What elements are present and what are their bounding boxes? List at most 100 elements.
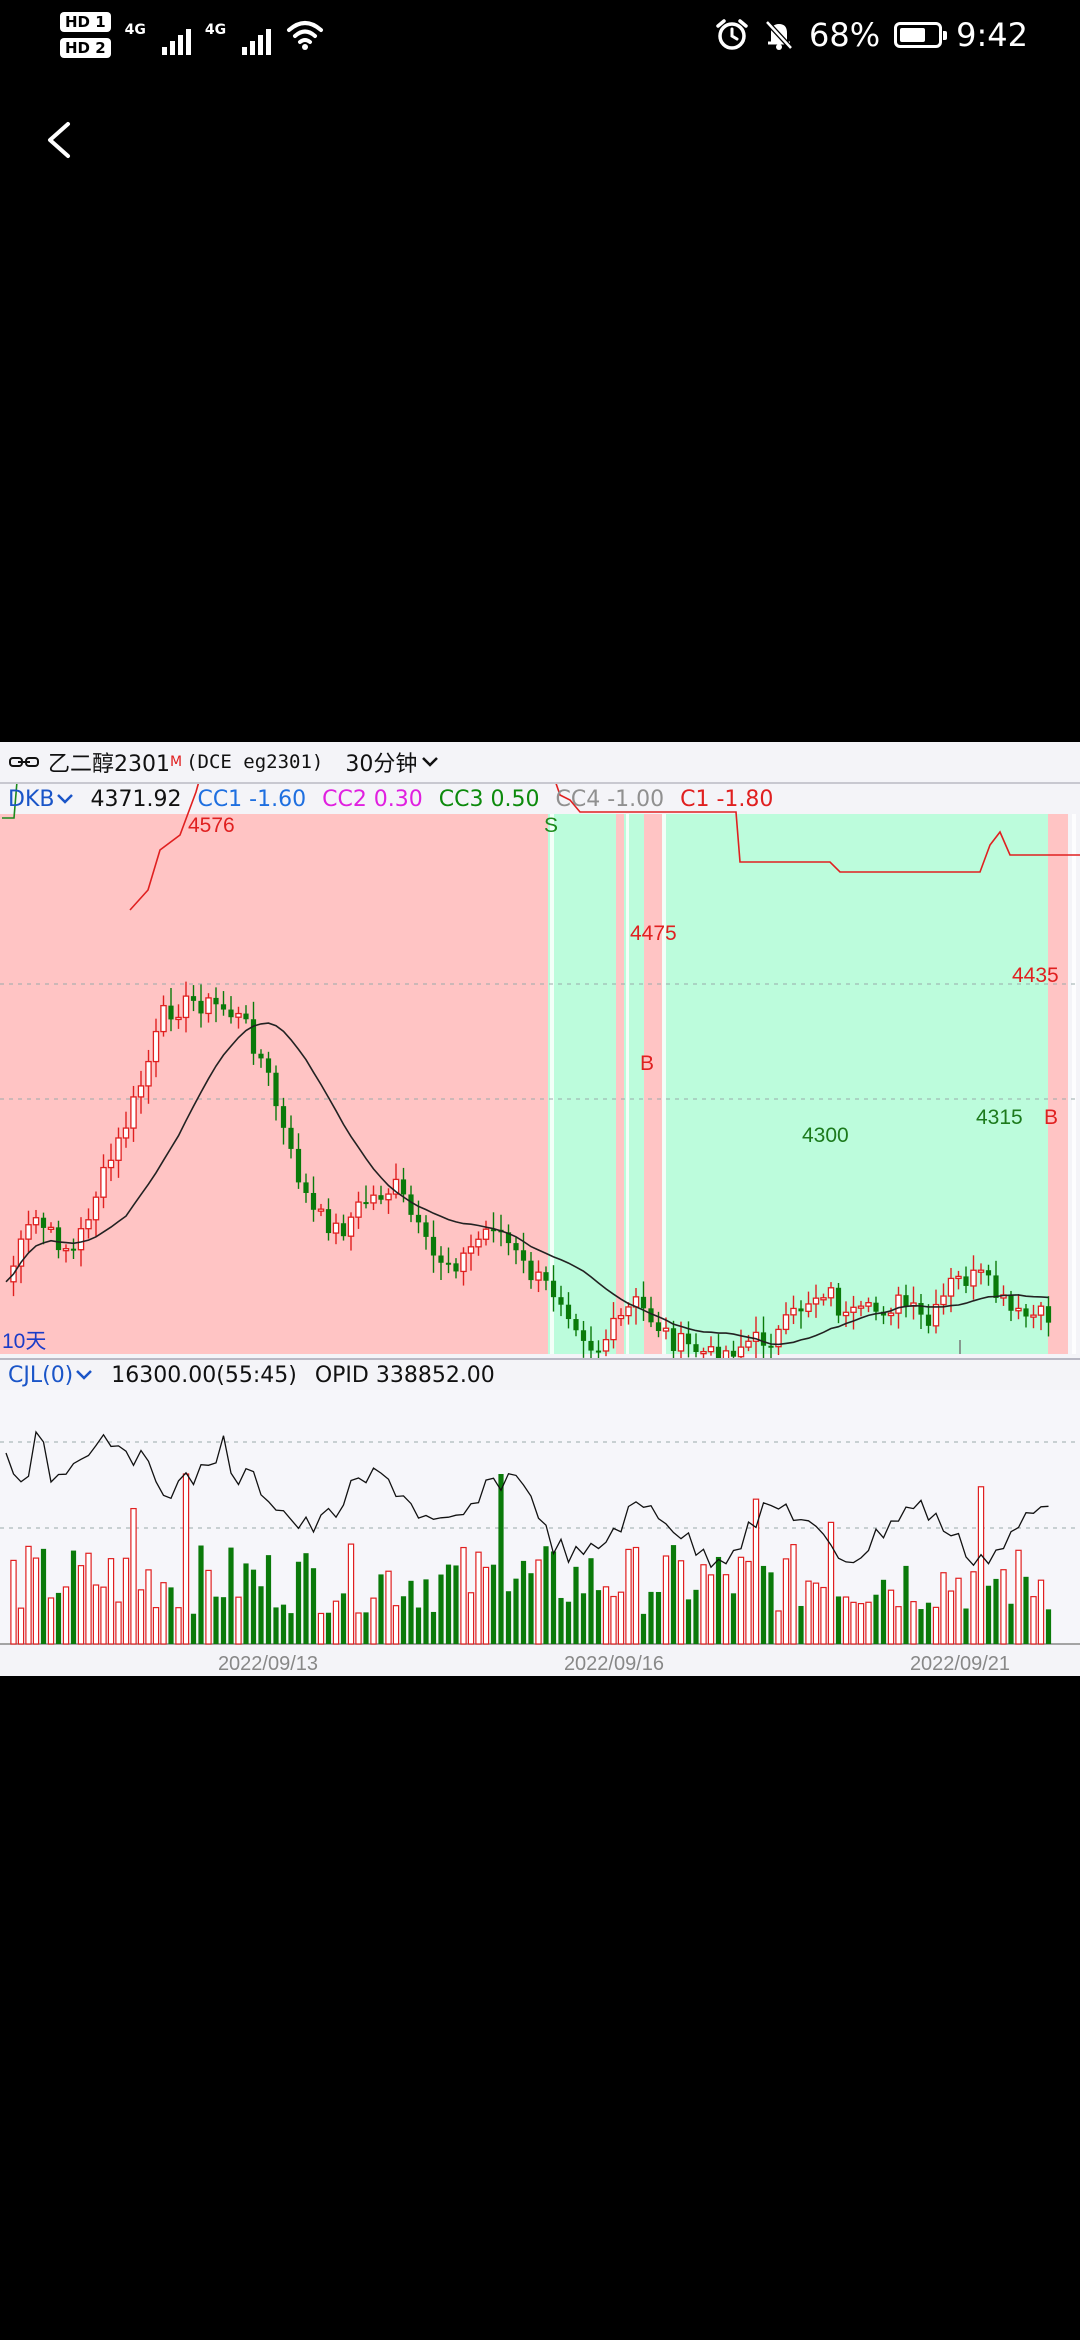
link-icon[interactable] xyxy=(8,752,40,772)
kline-chart[interactable]: 4576 4475 4435 4300 4315 S B B 10天 2022/09/13 2022… xyxy=(0,742,1080,1676)
indicator-selector[interactable]: DKB xyxy=(8,787,74,812)
volume-bar xyxy=(295,1561,302,1644)
volume-bar xyxy=(513,1578,519,1644)
candle-body xyxy=(805,1303,812,1312)
volume-bar xyxy=(730,1593,737,1644)
volume-bar xyxy=(235,1596,242,1645)
volume-bar: CJL(0) 16300.00(55:45) OPID 338852.00 xyxy=(0,1358,1080,1390)
candle-body xyxy=(280,1106,287,1128)
candle-body xyxy=(55,1227,62,1251)
candle-body xyxy=(385,1193,392,1201)
candle-body xyxy=(198,1000,204,1014)
volume-bar xyxy=(130,1507,137,1645)
volume-bar xyxy=(467,1592,475,1645)
volume-bar xyxy=(790,1544,797,1645)
candle-body xyxy=(220,1004,227,1010)
volume-bar xyxy=(92,1584,100,1645)
status-right: 68% 9:42 xyxy=(715,16,1028,54)
candle-body xyxy=(182,995,190,1019)
volume-bar xyxy=(423,1579,429,1644)
volume-bar xyxy=(243,1563,249,1644)
candle-body xyxy=(985,1270,992,1276)
candle-body xyxy=(820,1297,827,1301)
candle-body xyxy=(92,1196,100,1221)
volume-bar xyxy=(430,1611,437,1644)
net1-label: 4G xyxy=(124,22,146,38)
candle-body xyxy=(662,1327,670,1332)
volume-bar xyxy=(258,1586,264,1644)
volume-bar xyxy=(887,1589,895,1645)
volume-bar xyxy=(693,1589,699,1644)
volume-bar xyxy=(370,1597,377,1645)
candle-body xyxy=(550,1280,557,1298)
candle-body xyxy=(47,1226,55,1230)
volume-bar xyxy=(737,1556,745,1645)
candle-body xyxy=(115,1137,122,1161)
chevron-down-icon xyxy=(76,1370,93,1380)
candle-body xyxy=(228,1009,234,1018)
volume-bar xyxy=(588,1558,594,1644)
volume-bar xyxy=(963,1608,969,1644)
candle-body xyxy=(205,997,212,1015)
period-tag: 10天 xyxy=(2,1330,46,1353)
volume-bar xyxy=(662,1555,670,1645)
volume-bar xyxy=(122,1557,130,1645)
volume-selector[interactable]: CJL(0) xyxy=(8,1363,93,1388)
candle-body xyxy=(790,1307,797,1316)
candle-body xyxy=(768,1345,774,1348)
zone-divider xyxy=(662,814,666,1354)
volume-bar xyxy=(543,1546,549,1644)
volume-bar xyxy=(918,1609,924,1644)
volume-bar xyxy=(648,1591,654,1644)
candle-body xyxy=(737,1346,745,1358)
volume-bar xyxy=(798,1605,804,1644)
period-selector[interactable]: 30分钟 xyxy=(345,746,439,778)
volume-bar xyxy=(850,1601,857,1645)
volume-bar xyxy=(947,1590,955,1645)
volume-bar xyxy=(610,1595,617,1645)
high-label-4435: 4435 xyxy=(1012,964,1059,987)
volume-bar xyxy=(408,1580,414,1644)
volume-bar xyxy=(220,1597,227,1644)
candle-body xyxy=(295,1148,302,1183)
candle-body xyxy=(325,1209,332,1234)
candle-body xyxy=(160,1004,167,1033)
status-left: HD 1 HD 2 4G 4G xyxy=(60,12,325,58)
candle-body xyxy=(467,1246,475,1254)
candle-body xyxy=(100,1166,107,1198)
volume-bar xyxy=(1008,1603,1014,1644)
candle-body xyxy=(122,1127,130,1139)
candle-body xyxy=(250,1019,257,1054)
volume-bar xyxy=(880,1579,887,1644)
low-label-4300: 4300 xyxy=(802,1124,849,1147)
candle-body xyxy=(505,1232,512,1244)
volume-bar xyxy=(640,1613,647,1644)
date-label: 2022/09/16 xyxy=(564,1653,664,1675)
volume-bar xyxy=(970,1571,977,1645)
battery-icon xyxy=(894,22,948,48)
candle-body xyxy=(918,1303,924,1315)
chevron-down-icon xyxy=(57,794,74,804)
bear-stripe xyxy=(616,814,624,1354)
back-button[interactable] xyxy=(30,110,90,170)
candle-body xyxy=(940,1295,947,1306)
volume-bar xyxy=(903,1565,909,1644)
volume-bar xyxy=(445,1564,452,1644)
candle-body xyxy=(947,1277,955,1297)
candle-body xyxy=(460,1252,467,1273)
candle-body xyxy=(977,1269,985,1273)
volume-bar xyxy=(528,1573,534,1644)
volume-bar xyxy=(310,1568,317,1644)
candle-body xyxy=(258,1053,264,1059)
candle-body xyxy=(693,1344,699,1352)
candle-body xyxy=(842,1311,850,1317)
candle-body xyxy=(340,1223,347,1237)
candle-body xyxy=(970,1269,977,1287)
date-label: 2022/09/13 xyxy=(218,1653,318,1675)
candle-body xyxy=(1030,1314,1037,1318)
param-cc1: CC1 -1.60 xyxy=(197,786,307,812)
symbol-name[interactable]: 乙二醇2301 xyxy=(48,752,170,777)
volume-bar xyxy=(137,1589,145,1645)
candle-body xyxy=(363,1202,369,1205)
volume-bar xyxy=(175,1607,182,1645)
